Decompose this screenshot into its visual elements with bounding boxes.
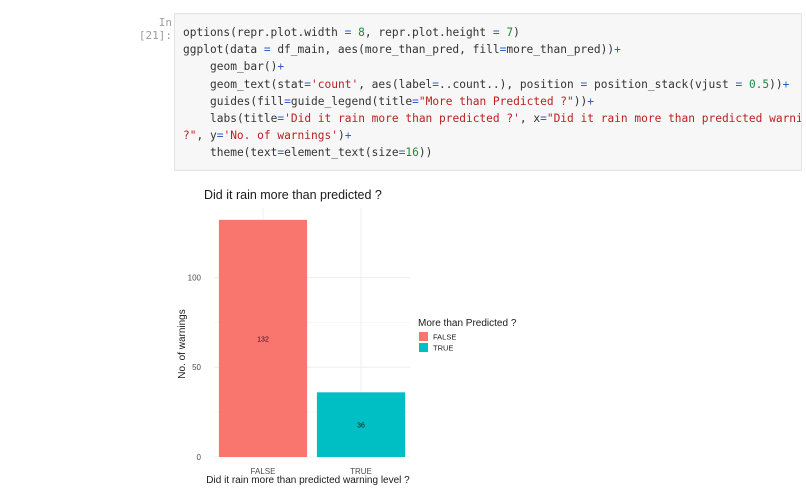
code-line: ?", y='No. of warnings')+ [183, 129, 352, 143]
code-line: labs(title='Did it rain more than predic… [210, 112, 802, 126]
axis-ticks: 0 50 100 FALSE TRUE [188, 273, 372, 476]
code-line: options(repr.plot.width = 8, repr.plot.h… [183, 26, 520, 39]
legend: More than Predicted ? FALSE TRUE [418, 318, 517, 353]
legend-label: FALSE [433, 333, 456, 342]
code-line: theme(text=element_text(size=16)) [210, 146, 433, 160]
bar-true [316, 392, 406, 457]
code-cell[interactable]: options(repr.plot.width = 8, repr.plot.h… [174, 13, 802, 171]
y-tick-label: 50 [192, 363, 201, 372]
legend-items: FALSE TRUE [419, 332, 456, 353]
data-labels: 132 36 [257, 336, 365, 429]
code-line: geom_text(stat='count', aes(label=..coun… [210, 77, 790, 91]
bar-chart: 132 36 0 50 100 FALSE TRUE Did it rain more t… [177, 188, 517, 486]
code-line: ggplot(data = df_main, aes(more_than_pre… [183, 43, 621, 57]
code-line: geom_bar()+ [210, 60, 285, 74]
x-axis-label: Did it rain more than predicted warning … [206, 475, 410, 486]
y-tick-label: 0 [197, 453, 202, 462]
legend-title: More than Predicted ? [418, 318, 517, 329]
chart-title: Did it rain more than predicted ? [204, 188, 382, 202]
x-tick-label: TRUE [350, 467, 372, 476]
x-tick-label: FALSE [251, 467, 276, 476]
bars [218, 219, 406, 457]
cell-prompt: In [21]: [138, 16, 172, 42]
legend-label: TRUE [433, 344, 453, 353]
bar-value-label: 36 [357, 423, 365, 430]
code-line: guides(fill=guide_legend(title="More tha… [210, 94, 594, 108]
bar-false [218, 219, 308, 457]
legend-key-false [419, 332, 428, 341]
plot-output: 132 36 0 50 100 FALSE TRUE Did it rain more t… [174, 178, 694, 490]
y-axis-label: No. of warnings [177, 309, 188, 378]
code-editor[interactable]: options(repr.plot.width = 8, repr.plot.h… [183, 24, 802, 162]
y-tick-label: 100 [188, 273, 202, 282]
bar-value-label: 132 [257, 336, 269, 343]
legend-key-true [419, 343, 428, 352]
